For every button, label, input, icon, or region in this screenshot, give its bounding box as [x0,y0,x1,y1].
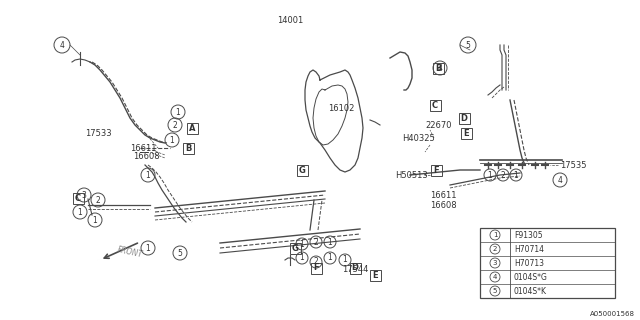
Text: 3: 3 [493,260,497,266]
Text: 1: 1 [328,253,332,262]
Text: D: D [351,263,358,273]
Bar [369,269,381,281]
Text: 1: 1 [146,171,150,180]
Text: 1: 1 [300,253,305,262]
Text: 4: 4 [438,63,442,73]
Text: 1: 1 [93,215,97,225]
Text: 2: 2 [314,237,318,246]
Text: 2: 2 [314,258,318,267]
Text: H40325: H40325 [402,133,435,142]
Text: B: B [435,63,441,73]
Text: F91305: F91305 [514,230,543,239]
Bar [431,164,442,175]
Text: 4: 4 [557,175,563,185]
Text: C: C [75,194,81,203]
Text: F: F [313,263,319,273]
Bar [480,228,615,298]
Text: 14001: 14001 [277,15,303,25]
Text: 1: 1 [493,232,497,238]
Text: 1: 1 [175,108,180,116]
Text: 1: 1 [342,255,348,265]
Bar [429,100,440,110]
Text: 16611: 16611 [130,143,157,153]
Text: 17535: 17535 [560,161,586,170]
Bar [182,142,193,154]
Text: B: B [185,143,191,153]
Text: 16611: 16611 [430,190,456,199]
Text: 1: 1 [146,244,150,252]
Bar [461,127,472,139]
Text: H70714: H70714 [514,244,544,253]
Text: 1: 1 [170,135,174,145]
Bar [349,262,360,274]
Text: FRONT: FRONT [116,245,143,259]
Text: 17544: 17544 [342,266,368,275]
Text: G: G [299,165,305,174]
Text: 16608: 16608 [133,151,159,161]
Text: H50513: H50513 [395,171,428,180]
Text: 0104S*K: 0104S*K [514,286,547,295]
Text: A050001568: A050001568 [590,311,635,317]
Text: 16608: 16608 [430,201,456,210]
Text: 1: 1 [328,237,332,246]
Bar [296,164,307,175]
Text: 16102: 16102 [328,103,355,113]
Bar [458,113,470,124]
Text: F: F [433,165,439,174]
Bar [186,123,198,133]
Text: 2: 2 [500,171,506,180]
Text: 17533: 17533 [85,129,111,138]
Text: A: A [189,124,195,132]
Text: 4: 4 [493,274,497,280]
Text: 0104S*G: 0104S*G [514,273,548,282]
Text: D: D [461,114,467,123]
Text: 4: 4 [60,41,65,50]
Text: 1: 1 [514,171,518,180]
Text: E: E [372,270,378,279]
Text: E: E [463,129,469,138]
Text: C: C [432,100,438,109]
Text: 2: 2 [173,121,177,130]
Bar [289,243,301,253]
Text: 1: 1 [77,207,83,217]
Text: 1: 1 [300,239,305,249]
Text: H70713: H70713 [514,259,544,268]
Text: 5: 5 [493,288,497,294]
Text: 22670: 22670 [425,121,451,130]
Bar [433,62,444,74]
Text: 2: 2 [95,196,100,204]
Text: 3: 3 [81,190,86,199]
Bar [72,193,83,204]
Text: 5: 5 [465,41,470,50]
Text: 2: 2 [493,246,497,252]
Bar [310,262,321,274]
Text: 5: 5 [177,249,182,258]
Text: G: G [292,244,298,252]
Text: 1: 1 [488,171,492,180]
